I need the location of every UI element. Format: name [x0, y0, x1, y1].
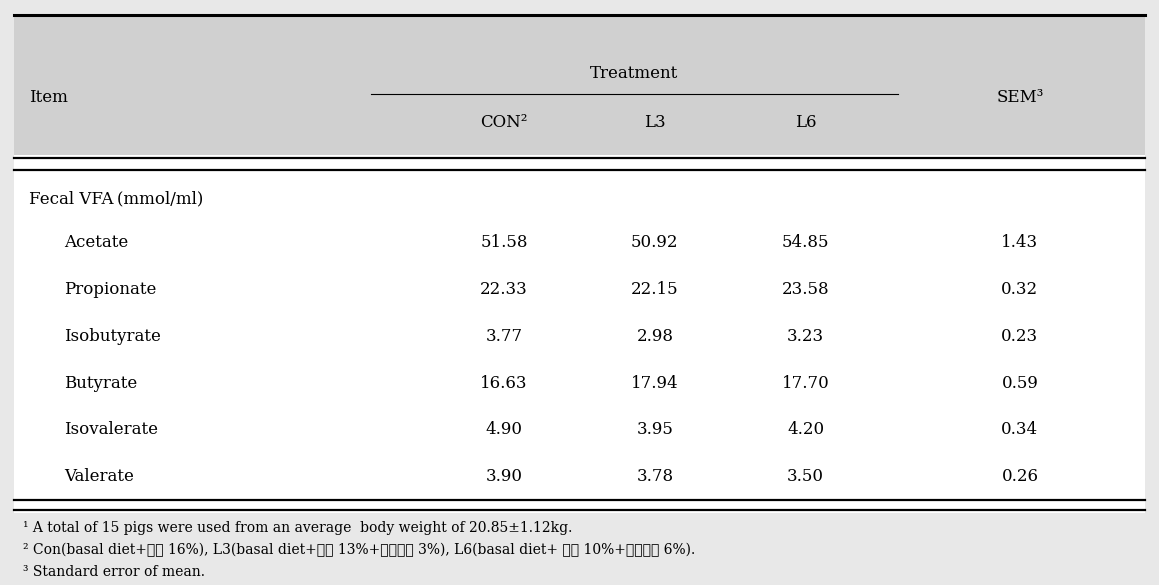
Text: L6: L6 [795, 114, 816, 132]
Text: 54.85: 54.85 [782, 234, 829, 252]
Text: 0.59: 0.59 [1001, 374, 1038, 392]
Text: 0.23: 0.23 [1001, 328, 1038, 345]
Text: 0.34: 0.34 [1001, 421, 1038, 439]
Text: 16.63: 16.63 [481, 374, 527, 392]
Text: Isobutyrate: Isobutyrate [64, 328, 161, 345]
Text: 3.77: 3.77 [486, 328, 523, 345]
Text: 17.94: 17.94 [630, 374, 679, 392]
Text: 4.20: 4.20 [787, 421, 824, 439]
Text: ¹ A total of 15 pigs were used from an average  body weight of 20.85±1.12kg.: ¹ A total of 15 pigs were used from an a… [23, 521, 573, 535]
Text: 3.90: 3.90 [486, 468, 523, 486]
Text: L3: L3 [644, 114, 665, 132]
Text: 4.90: 4.90 [486, 421, 523, 439]
Text: 0.26: 0.26 [1001, 468, 1038, 486]
Text: Butyrate: Butyrate [64, 374, 137, 392]
Text: 3.78: 3.78 [636, 468, 673, 486]
Text: 2.98: 2.98 [636, 328, 673, 345]
Text: Valerate: Valerate [64, 468, 133, 486]
Text: Item: Item [29, 90, 68, 106]
Text: 23.58: 23.58 [781, 281, 830, 298]
Text: Acetate: Acetate [64, 234, 127, 252]
Text: 1.43: 1.43 [1001, 234, 1038, 252]
Text: Isovalerate: Isovalerate [64, 421, 158, 439]
Text: 3.23: 3.23 [787, 328, 824, 345]
Text: CON²: CON² [481, 114, 527, 132]
Text: 51.58: 51.58 [481, 234, 527, 252]
Text: Treatment: Treatment [590, 64, 678, 82]
Text: 3.50: 3.50 [787, 468, 824, 486]
Text: 22.15: 22.15 [630, 281, 679, 298]
Bar [14, 15, 1145, 155]
Bar [14, 155, 1145, 513]
Text: ³ Standard error of mean.: ³ Standard error of mean. [23, 565, 205, 579]
Text: Fecal VFA (mmol/ml): Fecal VFA (mmol/ml) [29, 190, 203, 208]
Text: 22.33: 22.33 [480, 281, 529, 298]
Text: 0.32: 0.32 [1001, 281, 1038, 298]
Text: ² Con(basal diet+유당 16%), L3(basal diet+유당 13%+쌍가공품 3%), L6(basal diet+ 유당 10%+쌍: ² Con(basal diet+유당 16%), L3(basal diet+… [23, 543, 695, 557]
Text: 3.95: 3.95 [636, 421, 673, 439]
Text: SEM³: SEM³ [997, 90, 1043, 106]
Text: 50.92: 50.92 [632, 234, 678, 252]
Text: Propionate: Propionate [64, 281, 156, 298]
Text: 17.70: 17.70 [781, 374, 830, 392]
